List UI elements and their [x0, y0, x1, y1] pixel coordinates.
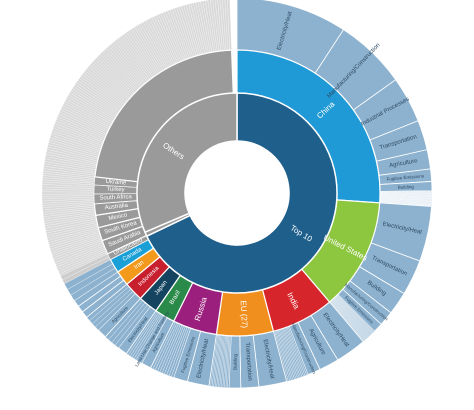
inner-ring [136, 92, 338, 294]
inner-segment-top-10 [145, 92, 338, 294]
middle-label-australia: Australia [104, 203, 129, 212]
middle-label-mexico: Mexico [108, 212, 128, 222]
middle-label-eu-27: EU (27) [239, 300, 250, 328]
middle-label-turkey: Turkey [106, 187, 124, 193]
outer-label-china-fugitive-emissions: Fugitive Emissions [386, 173, 425, 181]
middle-label-south-africa: South Africa [99, 194, 132, 201]
outer-label-eu-27-transportation: Transportation [244, 342, 253, 381]
outer-label-china-building: Building [398, 184, 415, 190]
middle-label-iran: Iran [133, 260, 145, 271]
outer-label-eu-27-building: Building [233, 353, 238, 370]
outer-label-china-agriculture: Agriculture [389, 158, 419, 169]
inner-segment-others [136, 92, 238, 234]
middle-label-ukraine: Ukraine [105, 179, 127, 187]
outer-ring [41, 0, 433, 389]
middle-ring [93, 49, 381, 337]
